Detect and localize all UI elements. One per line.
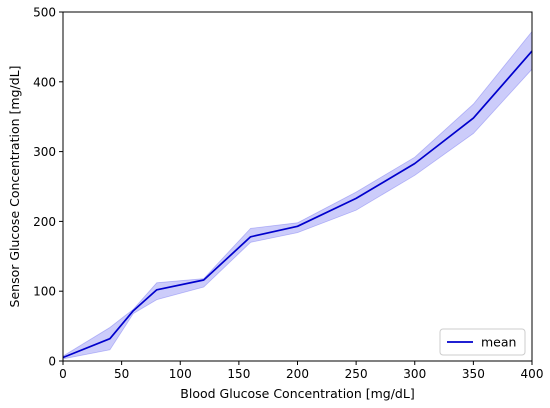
- y-tick-label: 100: [33, 285, 56, 299]
- legend: mean: [439, 328, 526, 356]
- x-tick-label: 150: [227, 367, 250, 381]
- y-tick-label: 200: [33, 215, 56, 229]
- y-tick-label: 0: [48, 355, 56, 369]
- x-tick-label: 50: [114, 367, 129, 381]
- legend-box: [439, 328, 526, 356]
- axes: 0 50 100 150 200 250 300 350 400 0 100 200 300 400 500: [33, 6, 543, 382]
- x-tick-label: 200: [286, 367, 309, 381]
- x-tick-label: 0: [59, 367, 67, 381]
- x-tick-label: 100: [169, 367, 192, 381]
- y-tick-label: 400: [33, 75, 56, 89]
- x-tick-label: 400: [521, 367, 544, 381]
- y-axis-label: Sensor Glucose Concentration [mg/dL]: [7, 66, 22, 308]
- y-tick-label: 300: [33, 145, 56, 159]
- x-tick-label: 300: [403, 367, 426, 381]
- legend-entry-mean: mean: [481, 335, 516, 350]
- series-line-mean: [62, 50, 533, 359]
- x-tick-label: 350: [462, 367, 485, 381]
- x-tick-label: 250: [345, 367, 368, 381]
- y-tick-label: 500: [33, 6, 56, 20]
- plot-area: [62, 30, 533, 360]
- x-axis-label: Blood Glucose Concentration [mg/dL]: [180, 386, 414, 401]
